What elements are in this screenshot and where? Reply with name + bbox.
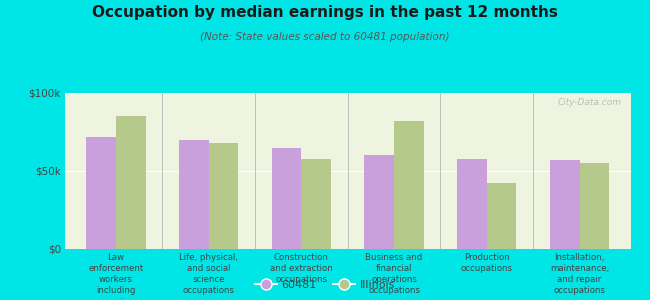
Legend: 60481, Illinois: 60481, Illinois [250, 276, 400, 294]
Bar [179, 140, 209, 249]
Bar [457, 158, 487, 249]
Bar [365, 155, 394, 249]
Bar [394, 121, 424, 249]
Bar [580, 163, 609, 249]
Text: (Note: State values scaled to 60481 population): (Note: State values scaled to 60481 popu… [200, 32, 450, 41]
Bar [116, 116, 146, 249]
Bar [302, 158, 331, 249]
Bar [209, 143, 239, 249]
Bar [272, 148, 302, 249]
Bar [550, 160, 580, 249]
Bar [86, 137, 116, 249]
Text: Occupation by median earnings in the past 12 months: Occupation by median earnings in the pas… [92, 4, 558, 20]
Bar [487, 184, 517, 249]
Text: City-Data.com: City-Data.com [558, 98, 622, 107]
